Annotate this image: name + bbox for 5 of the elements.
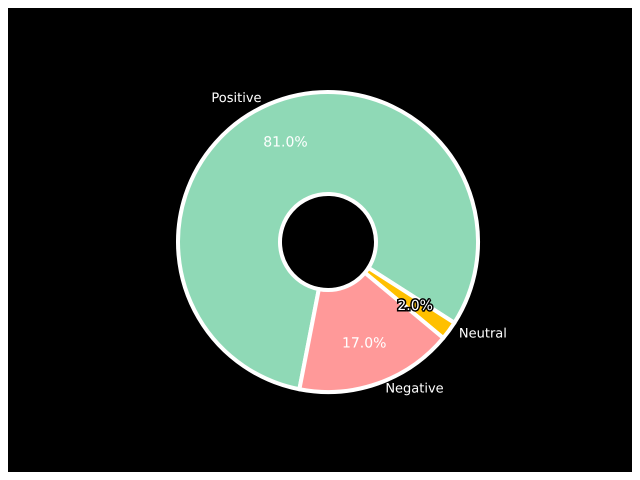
data-label: 81.0%	[263, 134, 308, 151]
slice-label: Positive	[211, 91, 262, 106]
slice-label: Neutral	[458, 326, 507, 342]
slice-label: Negative	[385, 381, 444, 396]
data-label: 17.0%	[342, 336, 386, 352]
